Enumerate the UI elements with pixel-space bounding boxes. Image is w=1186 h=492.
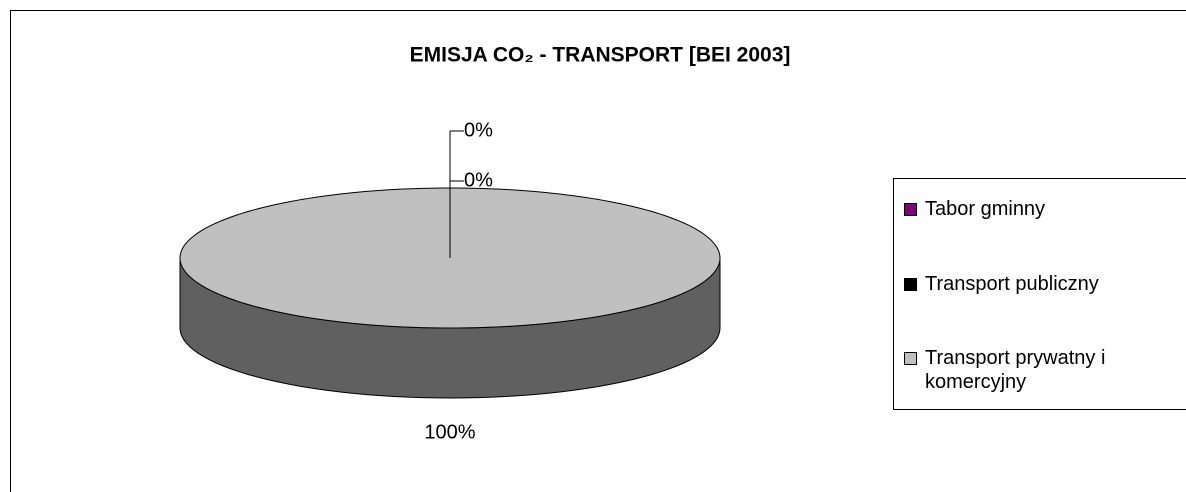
legend: Tabor gminny Transport publiczny Transport… — [893, 178, 1186, 410]
chart-title: EMISJA CO₂ - TRANSPORT [BEI 2003] — [410, 44, 791, 67]
legend-item: Transport prywatny i komercyjny — [904, 346, 1130, 394]
legend-swatch — [904, 352, 917, 365]
data-label: 0% — [464, 119, 493, 141]
data-label: 100% — [424, 421, 475, 443]
data-label: 0% — [464, 169, 493, 191]
legend-label: Transport publiczny — [925, 273, 1099, 295]
legend-label: Tabor gminny — [925, 198, 1046, 220]
legend-label: Transport prywatny i komercyjny — [925, 347, 1106, 393]
legend-item: Transport publiczny — [904, 272, 1130, 296]
legend-swatch — [904, 203, 917, 216]
legend-item: Tabor gminny — [904, 197, 1130, 221]
legend-swatch — [904, 278, 917, 291]
